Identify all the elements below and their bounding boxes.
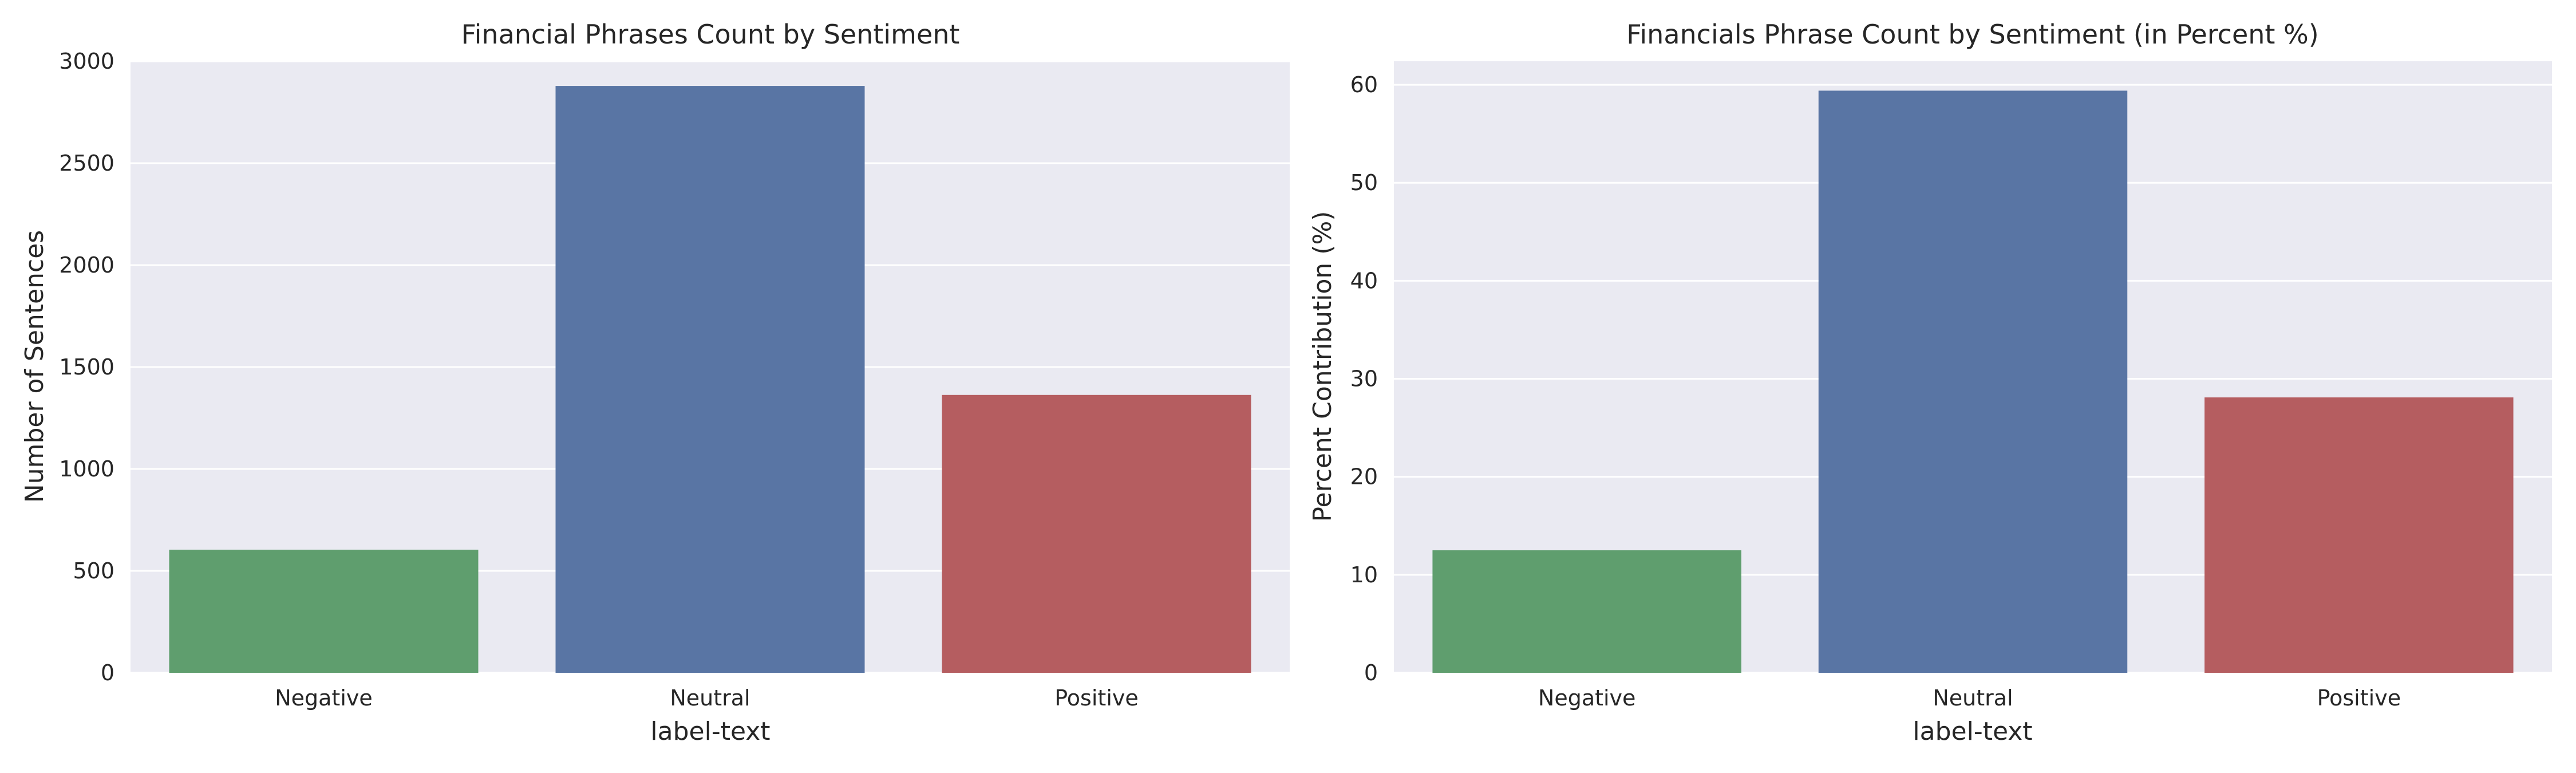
bar-positive (2204, 397, 2514, 673)
y-tick-label: 40 (1350, 268, 1378, 293)
y-tick-label: 0 (101, 660, 114, 685)
bar-positive (942, 395, 1251, 673)
x-tick-label: Negative (275, 685, 373, 711)
y-tick-label: 60 (1350, 72, 1378, 97)
x-tick-label: Positive (2317, 685, 2401, 711)
x-tick-label: Positive (1054, 685, 1139, 711)
chart-left: Financial Phrases Count by Sentiment 0 50… (20, 19, 1290, 746)
bar-neutral (1818, 90, 2128, 673)
y-tick-label: 1000 (59, 456, 114, 482)
x-axis-label: label-text (1913, 717, 2032, 746)
bar-negative (1432, 550, 1741, 673)
y-tick-label: 500 (73, 558, 114, 583)
y-tick-label: 30 (1350, 366, 1378, 392)
y-tick-label: 0 (1364, 660, 1378, 685)
chart-title: Financial Phrases Count by Sentiment (461, 19, 960, 50)
y-tick-label: 50 (1350, 170, 1378, 195)
x-axis-label: label-text (650, 717, 770, 746)
chart-right: Financials Phrase Count by Sentiment (in… (1308, 19, 2552, 746)
x-tick-label: Neutral (670, 685, 750, 711)
y-tick-label: 2000 (59, 253, 114, 278)
y-axis-label: Number of Sentences (20, 230, 49, 503)
x-tick-label: Neutral (1933, 685, 2013, 711)
y-tick-label: 3000 (59, 49, 114, 74)
plot-area: 0 500 1000 1500 2000 2500 3000 Negative Neutral P… (59, 49, 1290, 711)
bar-neutral (555, 86, 865, 673)
y-axis-label: Percent Contribution (%) (1308, 211, 1337, 522)
y-tick-label: 2500 (59, 151, 114, 176)
bar-negative (169, 549, 479, 673)
chart-title: Financials Phrase Count by Sentiment (in… (1626, 19, 2318, 50)
plot-area: 0 10 20 30 40 50 60 Negative Neutral Positive (1350, 61, 2552, 711)
x-tick-label: Negative (1538, 685, 1636, 711)
y-tick-label: 1500 (59, 354, 114, 380)
y-tick-label: 10 (1350, 562, 1378, 587)
y-tick-label: 20 (1350, 464, 1378, 490)
